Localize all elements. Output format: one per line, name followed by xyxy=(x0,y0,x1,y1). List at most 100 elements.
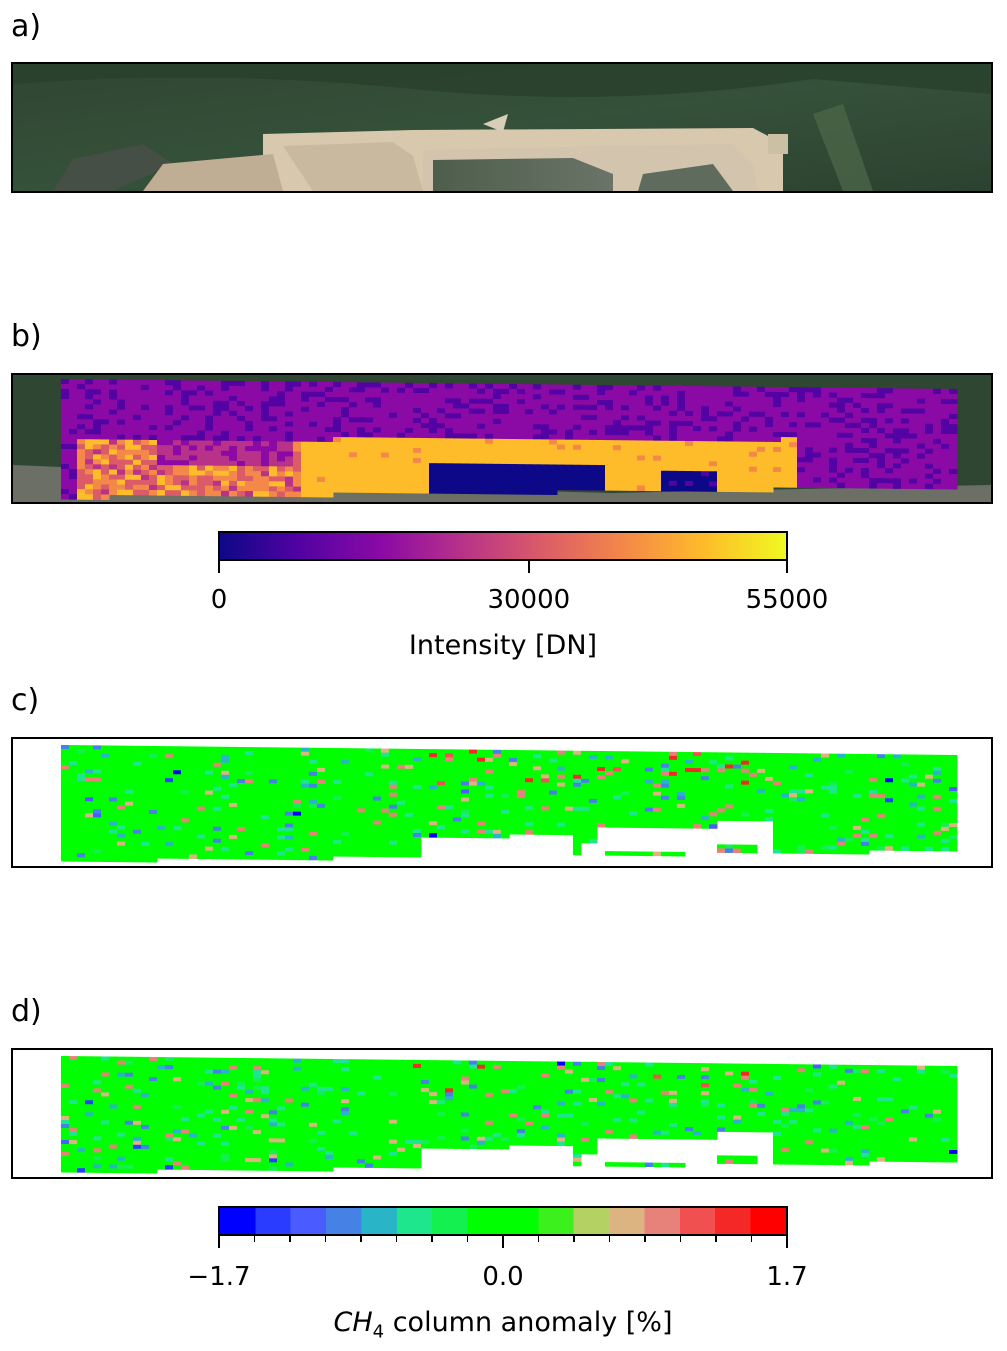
intensity-cell xyxy=(565,479,574,486)
intensity-cell xyxy=(597,460,606,466)
ch4-cell xyxy=(845,813,854,819)
intensity-cell xyxy=(941,393,950,400)
intensity-cell xyxy=(645,415,654,422)
intensity-cell xyxy=(869,408,878,414)
intensity-cell xyxy=(317,436,326,443)
intensity-cell xyxy=(469,408,478,415)
ch4-cell xyxy=(309,791,318,797)
intensity-cell xyxy=(789,442,798,448)
intensity-cell xyxy=(805,452,814,458)
ch4-cell xyxy=(373,840,382,846)
ch4-cell xyxy=(221,822,230,828)
intensity-cell xyxy=(477,398,486,405)
ch4-cell xyxy=(685,820,694,825)
ch4-cell xyxy=(149,845,158,851)
ch4-cell xyxy=(645,795,654,801)
intensity-cell xyxy=(389,407,398,414)
ch4-cell xyxy=(557,810,566,816)
intensity-cell xyxy=(869,403,878,409)
intensity-cell xyxy=(533,419,542,425)
ch4-cell xyxy=(485,793,494,799)
intensity-cell xyxy=(581,434,590,441)
intensity-cell xyxy=(301,421,310,428)
ch4-cell xyxy=(653,811,662,817)
ch4-cell xyxy=(557,754,566,760)
ch4-cell xyxy=(205,778,214,784)
ch4-cell xyxy=(437,829,446,834)
intensity-cell xyxy=(101,389,110,395)
intensity-cell xyxy=(109,419,118,426)
ch4-cell xyxy=(301,755,310,761)
intensity-cell xyxy=(701,391,710,397)
ch4-cell xyxy=(813,761,822,766)
ch4-cell xyxy=(821,753,830,759)
ch4-cell xyxy=(525,758,534,763)
intensity-cell xyxy=(557,459,566,466)
ch4-cell xyxy=(365,756,374,761)
intensity-cell xyxy=(813,452,822,458)
ch4-cell xyxy=(357,792,366,797)
ch4-cell xyxy=(197,846,206,852)
intensity-cell xyxy=(893,398,902,404)
intensity-cell xyxy=(845,482,854,489)
ch4-cell xyxy=(181,786,190,791)
intensity-cell xyxy=(789,452,798,458)
intensity-cell xyxy=(213,460,222,467)
intensity-cell xyxy=(117,444,126,451)
ch4-cell xyxy=(613,787,622,792)
ch4-cell xyxy=(621,751,630,756)
ch4-cell xyxy=(365,820,374,825)
intensity-cell xyxy=(853,452,862,459)
intensity-cell xyxy=(173,475,182,481)
ch4-cell xyxy=(165,762,174,767)
ch4-cell xyxy=(877,774,886,779)
ch4-cell xyxy=(485,761,494,767)
ch4-cell xyxy=(573,822,582,828)
intensity-cell xyxy=(877,388,886,394)
intensity-cell xyxy=(381,382,390,389)
ch4-cell xyxy=(445,749,454,754)
ch4-cell xyxy=(549,750,558,755)
intensity-cell xyxy=(589,399,598,406)
ch4-cell xyxy=(301,779,310,785)
intensity-cell xyxy=(485,393,494,400)
ch4-cell xyxy=(101,797,110,802)
intensity-cell xyxy=(237,435,246,442)
ch4-cell xyxy=(813,765,822,770)
intensity-cell xyxy=(325,431,334,438)
ch4-cell xyxy=(229,782,238,788)
intensity-cell xyxy=(725,466,734,472)
intensity-cell xyxy=(541,474,550,480)
ch4-cell xyxy=(533,778,542,783)
intensity-cell xyxy=(621,465,630,471)
intensity-cell xyxy=(781,447,790,453)
ch4-cell xyxy=(869,822,878,827)
intensity-cell xyxy=(485,403,494,410)
ch4-cell xyxy=(365,828,374,833)
ch4-cell xyxy=(541,750,550,755)
intensity-cell xyxy=(93,429,102,435)
intensity-cell xyxy=(141,419,150,426)
ch4-cell xyxy=(221,782,230,788)
ch4-cell xyxy=(613,799,622,804)
intensity-cell xyxy=(805,437,814,443)
intensity-cell xyxy=(501,388,510,395)
ch4-cell xyxy=(877,794,886,799)
ch4-cell xyxy=(389,788,398,794)
intensity-cell xyxy=(925,393,934,400)
ch4-cell xyxy=(237,830,246,836)
intensity-cell xyxy=(125,394,134,401)
ch4-cell xyxy=(349,812,358,817)
ch4-cell xyxy=(85,813,94,818)
intensity-cell xyxy=(557,419,566,426)
ch4-cell xyxy=(597,779,606,784)
intensity-cell xyxy=(165,460,174,466)
intensity-cell xyxy=(461,488,470,494)
intensity-cell xyxy=(725,441,734,447)
intensity-cell xyxy=(445,388,454,394)
intensity-cell xyxy=(741,401,750,408)
ch4-cell xyxy=(421,809,430,814)
intensity-cell xyxy=(477,408,486,415)
ch4-cell xyxy=(285,839,294,845)
intensity-cell xyxy=(725,476,734,482)
